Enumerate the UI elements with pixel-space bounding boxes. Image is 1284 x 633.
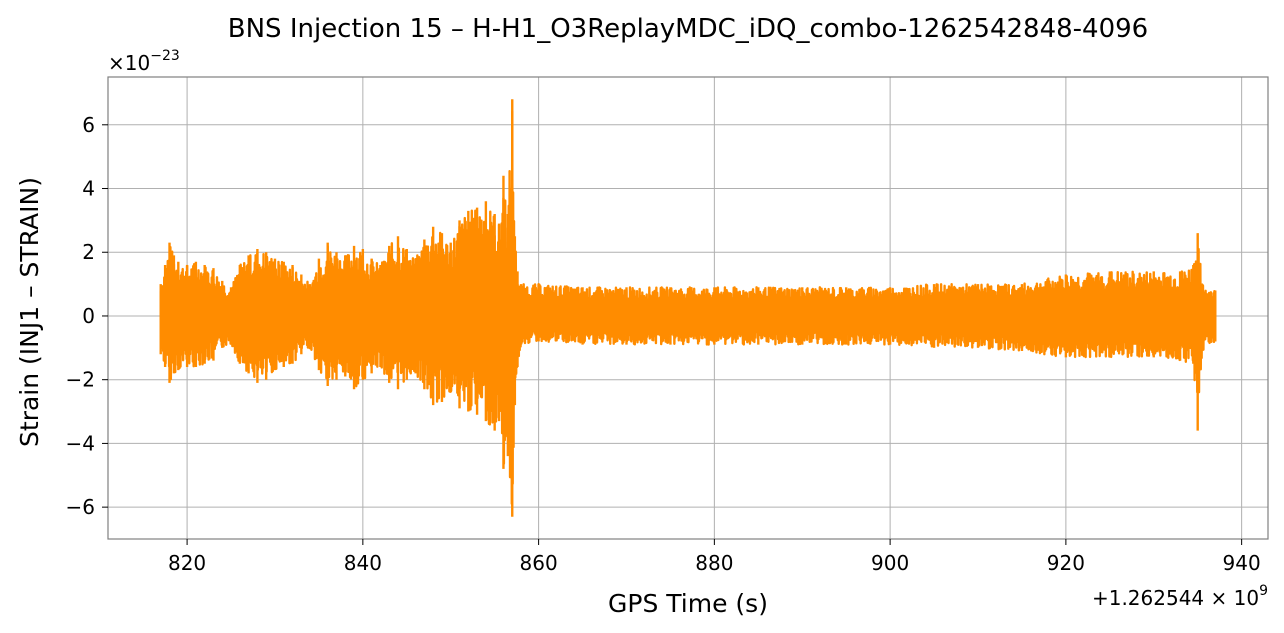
y-tick-label: 4 [82, 177, 95, 201]
x-tick-label: 880 [695, 551, 733, 575]
x-offset-exponent: 9 [1259, 583, 1268, 599]
y-tick-label: −6 [66, 495, 95, 519]
data-series [159, 99, 1217, 517]
y-scale-base: ×10 [108, 51, 150, 75]
x-offset-base: +1.262544 × 10 [1092, 586, 1259, 610]
x-tick-label: 920 [1047, 551, 1085, 575]
x-tick-label: 900 [871, 551, 909, 575]
x-offset-label: +1.262544 × 109 [1092, 583, 1268, 610]
y-scale-multiplier: ×10−23 [108, 48, 180, 75]
y-tick-label: −4 [66, 431, 95, 455]
x-tick-label: 840 [344, 551, 382, 575]
x-axis-label: GPS Time (s) [608, 589, 768, 618]
chart-title: BNS Injection 15 – H-H1_O3ReplayMDC_iDQ_… [228, 14, 1148, 44]
x-tick-label: 940 [1223, 551, 1261, 575]
x-tick-label: 820 [168, 551, 206, 575]
y-axis-label: Strain (INJ1 – STRAIN) [15, 177, 44, 447]
x-tick-label: 860 [520, 551, 558, 575]
y-tick-label: 2 [82, 240, 95, 264]
plot-frame [107, 76, 1269, 540]
y-tick-label: 0 [82, 304, 95, 328]
y-tick-label: −2 [66, 368, 95, 392]
y-scale-exponent: −23 [150, 48, 180, 64]
y-tick-label: 6 [82, 113, 95, 137]
axis-ticks: 820 840 860 880 900 920 940 −6 −4 −2 0 2 4 6 [66, 113, 1261, 575]
